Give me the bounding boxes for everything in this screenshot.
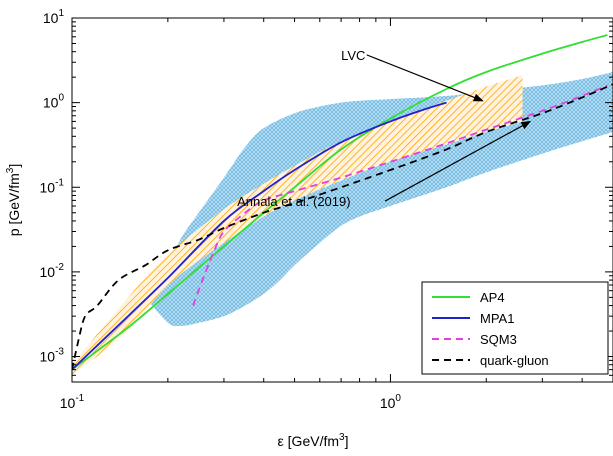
annotation-arrow-lvc (366, 54, 484, 102)
lines-layer (72, 34, 613, 371)
series-line-ap4 (72, 34, 608, 371)
x-tick-label: 10-1 (60, 393, 85, 411)
y-tick-label: 10-2 (40, 262, 65, 280)
annotations-layer: LVC Annala et al. (2019) (237, 48, 532, 209)
y-tick-label: 100 (43, 93, 65, 111)
annotation-annala-et-al-2019: Annala et al. (2019) (237, 194, 350, 209)
x-tick-label: 100 (380, 393, 402, 411)
series-line-sqm3 (192, 84, 608, 306)
bands-layer (72, 72, 613, 376)
x-axis-label: ε [GeV/fm3] (278, 432, 349, 449)
band-annala-et-al-2019 (145, 72, 613, 327)
legend-label-quark-gluon: quark-gluon (480, 353, 549, 368)
y-axis-label: p [GeV/fm3] (5, 164, 22, 236)
series-line-quark-gluon (72, 83, 613, 370)
y-tick-label: 10-3 (40, 347, 65, 365)
y-tick-label: 10-1 (40, 177, 65, 195)
legend-label-ap4: AP4 (480, 290, 505, 305)
ticks-layer: 10-3 10-2 10-1 100 101 10-1 100 (40, 8, 613, 411)
legend-label-sqm3: SQM3 (480, 332, 517, 347)
legend: AP4 MPA1 SQM3 quark-gluon (421, 281, 609, 375)
legend-label-mpa1: MPA1 (480, 311, 514, 326)
series-line-mpa1 (72, 101, 447, 371)
y-tick-label: 101 (43, 8, 65, 26)
annotation-lvc: LVC (341, 48, 365, 63)
annotation-arrow-annala-et-al-2019 (384, 120, 532, 202)
band-lvc (72, 75, 523, 376)
